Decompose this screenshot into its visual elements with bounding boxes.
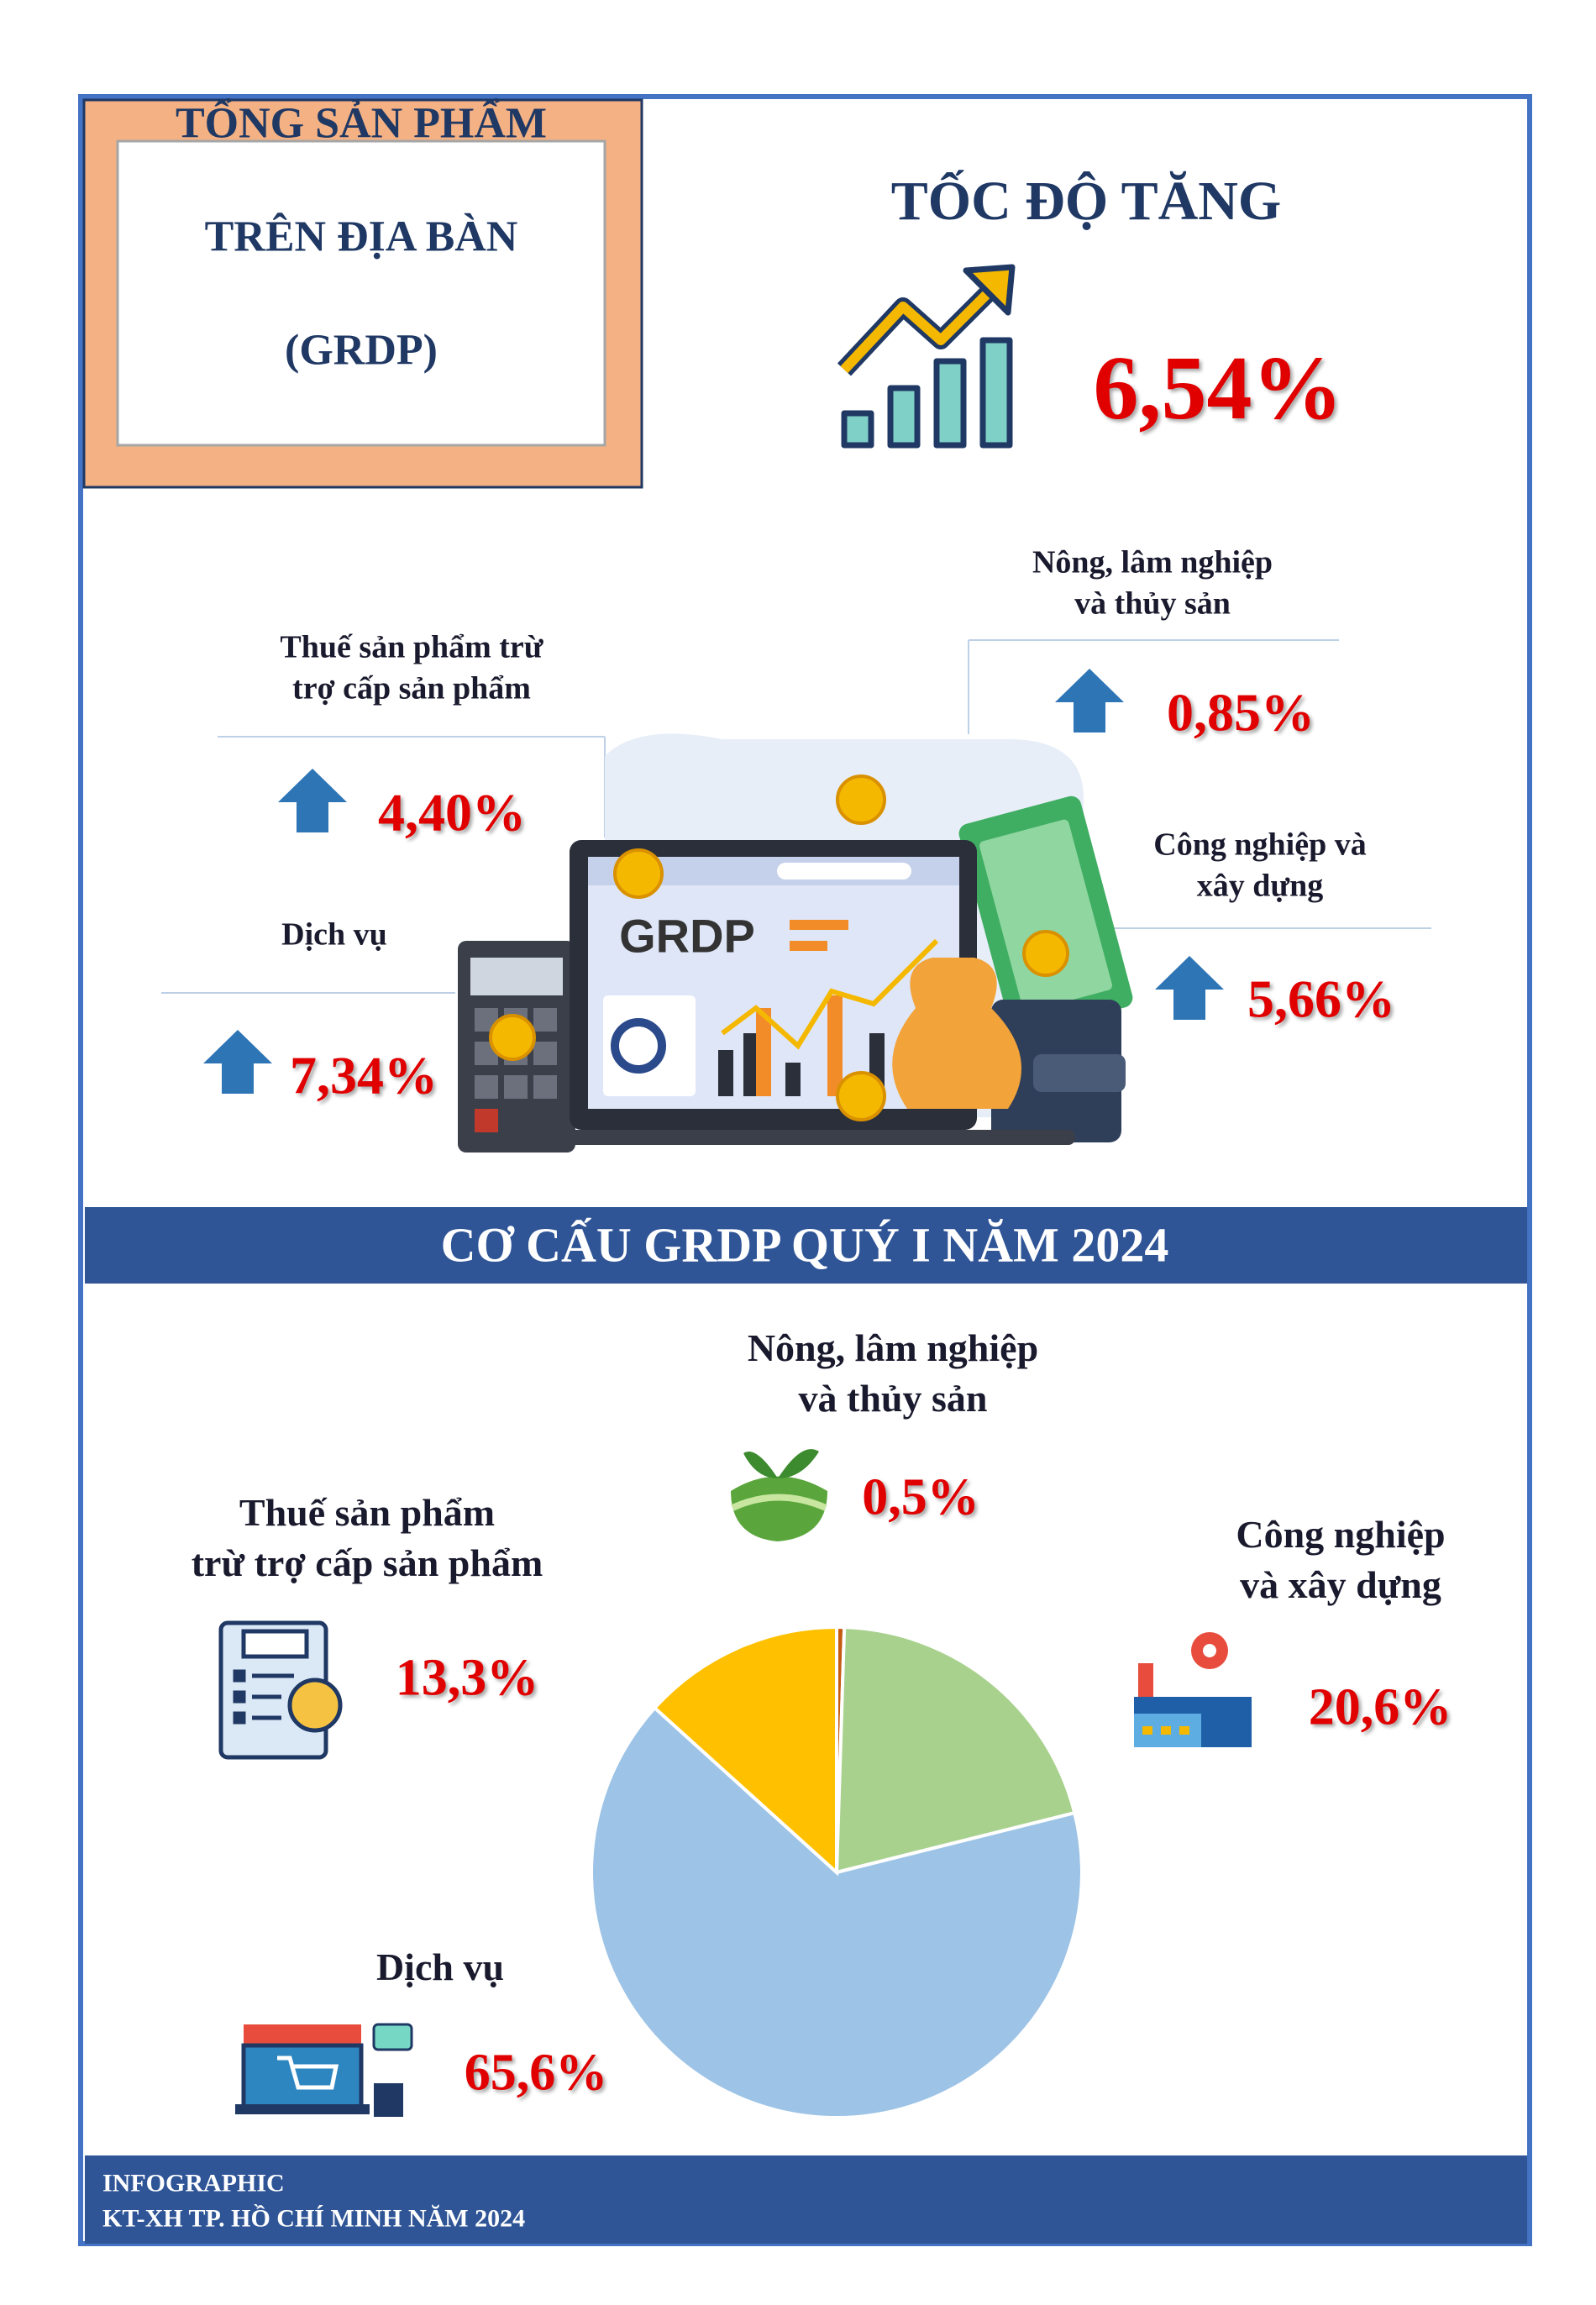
illustration-label: GRDP xyxy=(619,909,755,963)
footer-line: INFOGRAPHIC xyxy=(102,2169,285,2197)
pie-category-label: Công nghiệp và xây dựng xyxy=(1236,1513,1446,1606)
growth-title: TỐC ĐỘ TĂNG xyxy=(890,171,1282,233)
pie-category-label: Nông, lâm nghiệp và thủy sản xyxy=(747,1326,1039,1420)
footer-line: KT-XH TP. HỒ CHÍ MINH NĂM 2024 xyxy=(102,2204,526,2233)
pie-category-label: Dịch vụ xyxy=(375,1945,505,1989)
industry-icon xyxy=(1134,1632,1252,1747)
growth-value: 6,54% xyxy=(1093,338,1343,438)
pie-chart xyxy=(590,1625,1084,2119)
sector-name: Dịch vụ xyxy=(281,916,387,953)
title-line: TỔNG SẢN PHẨM xyxy=(176,99,547,148)
sector-value: 7,34% xyxy=(290,1045,438,1105)
tax-icon xyxy=(218,1620,343,1760)
connector-lines xyxy=(161,639,1431,994)
sector-value: 5,66% xyxy=(1247,969,1395,1029)
section-title: CƠ CẤU GRDP QUÝ I NĂM 2024 xyxy=(440,1217,1169,1273)
agriculture-icon xyxy=(731,1449,827,1541)
title-line: (GRDP) xyxy=(285,326,438,375)
sector-name: Nông, lâm nghiệp và thủy sản xyxy=(1032,544,1273,622)
sector-name: Thuế sản phẩm trừ trợ cấp sản phẩm xyxy=(280,629,543,706)
sector-value: 4,40% xyxy=(378,782,526,843)
title-line: TRÊN ĐỊA BÀN xyxy=(204,213,518,261)
sector-name: Công nghiệp và xây dựng xyxy=(1153,827,1367,904)
header-title: TỔNG SẢN PHẨM TRÊN ĐỊA BÀN (GRDP) xyxy=(176,38,547,435)
pie-category-label: Thuế sản phẩm trừ trợ cấp sản phẩm xyxy=(191,1491,543,1584)
pie-value-label: 13,3% xyxy=(395,1649,539,1707)
pie-value-label: 65,6% xyxy=(464,2044,608,2102)
section-banner xyxy=(85,1207,1527,1284)
title-box xyxy=(116,139,606,447)
pie-slice xyxy=(834,1625,1077,1875)
pie-slice xyxy=(652,1625,838,1877)
up-arrows xyxy=(203,669,1224,1094)
shop-icon xyxy=(235,2023,413,2117)
pie-value-label: 20,6% xyxy=(1308,1678,1452,1736)
pie-value-label: 0,5% xyxy=(862,1468,979,1526)
footer-band xyxy=(85,2155,1527,2244)
pie-slice xyxy=(590,1705,1084,2119)
sector-value: 0,85% xyxy=(1167,682,1315,743)
grdp-illustration xyxy=(458,733,1133,1152)
growth-icon xyxy=(837,264,1016,449)
